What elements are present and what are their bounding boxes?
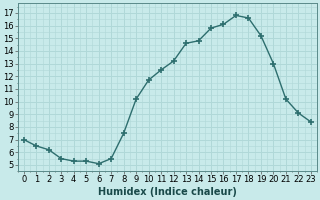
X-axis label: Humidex (Indice chaleur): Humidex (Indice chaleur): [98, 187, 237, 197]
